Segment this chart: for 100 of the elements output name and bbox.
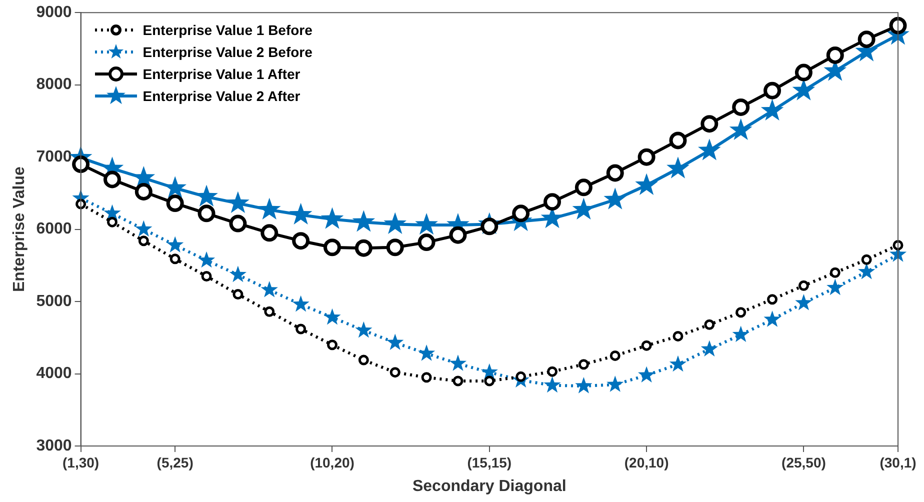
point (352, 210, 376, 232)
legend-label: Enterprise Value 2 After (142, 88, 300, 104)
point (358, 354, 369, 366)
point (418, 344, 436, 361)
point (729, 118, 752, 140)
point (229, 266, 247, 282)
point (421, 372, 432, 383)
point (669, 132, 687, 150)
point (672, 330, 684, 342)
point (826, 46, 844, 64)
x-tick-label: (10,20) (310, 454, 354, 470)
point (574, 178, 592, 196)
point (700, 115, 718, 133)
point (764, 82, 782, 100)
point (732, 98, 750, 116)
y-tick-label: 4000 (36, 365, 72, 382)
point (166, 236, 184, 252)
point (484, 376, 495, 386)
point (232, 289, 244, 300)
point (260, 224, 278, 242)
point (355, 321, 372, 338)
point (641, 340, 652, 351)
point (704, 319, 715, 330)
point (226, 191, 250, 214)
point (638, 366, 656, 382)
point (638, 148, 656, 166)
point (324, 308, 341, 325)
y-tick-label: 5000 (36, 292, 72, 310)
x-tick-label: (30,1) (880, 454, 916, 470)
point (103, 170, 121, 188)
point (606, 376, 624, 392)
point (292, 232, 310, 250)
point (104, 204, 121, 221)
point (575, 377, 592, 394)
point (134, 182, 152, 200)
point (418, 234, 436, 252)
point (76, 198, 86, 210)
legend-label: Enterprise Value 2 Before (142, 44, 312, 60)
point (135, 220, 152, 237)
legend-label: Enterprise Value 1 Before (142, 22, 312, 38)
point (296, 324, 306, 334)
point (700, 340, 718, 356)
point (698, 138, 721, 160)
point (264, 306, 275, 317)
point (292, 295, 310, 312)
point (826, 278, 844, 296)
point (258, 198, 281, 220)
point (795, 294, 812, 310)
x-tick-label: (25,50) (782, 454, 826, 470)
point (72, 156, 90, 174)
point (635, 173, 658, 195)
point (384, 212, 407, 234)
point (390, 367, 400, 378)
point (289, 202, 312, 225)
x-tick-label: (1,30) (62, 454, 100, 470)
point (764, 310, 781, 327)
point (326, 340, 338, 350)
point (606, 164, 624, 182)
point (736, 307, 746, 318)
point (830, 267, 840, 278)
point (578, 359, 589, 370)
point (354, 239, 372, 257)
point (858, 262, 876, 280)
point (544, 376, 561, 393)
y-tick-label: 9000 (36, 4, 72, 22)
point (386, 334, 404, 350)
point (229, 214, 247, 232)
point (166, 194, 184, 212)
point (794, 64, 812, 82)
point (201, 271, 212, 282)
point (544, 193, 562, 211)
legend-label: Enterprise Value 1 After (142, 66, 300, 82)
point (480, 363, 498, 380)
y-tick-label: 7000 (36, 148, 72, 166)
x-tick-label: (5,25) (156, 454, 194, 470)
point (547, 366, 558, 377)
point (260, 280, 278, 298)
point (512, 204, 530, 222)
point (732, 326, 750, 342)
point (760, 98, 784, 121)
point (666, 156, 690, 178)
point (452, 376, 464, 386)
point (892, 240, 904, 250)
point (669, 355, 687, 372)
point (386, 238, 404, 256)
point (889, 16, 907, 34)
y-tick-label: 8000 (36, 76, 72, 94)
y-axis-title: Enterprise Value (11, 166, 28, 292)
y-tick-label: 6000 (36, 220, 72, 238)
point (767, 294, 778, 305)
point (610, 350, 620, 361)
point (858, 30, 876, 48)
point (604, 188, 627, 210)
x-axis-title: Secondary Diagonal (412, 478, 566, 495)
point (138, 236, 149, 246)
point (198, 204, 216, 222)
point (198, 251, 216, 268)
point (170, 254, 180, 264)
point (106, 216, 118, 228)
point (449, 226, 467, 244)
